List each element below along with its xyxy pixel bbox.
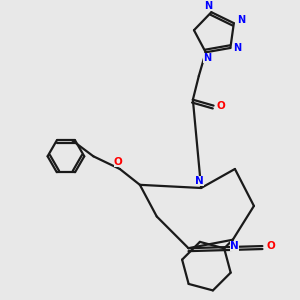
Text: O: O [114,157,123,167]
Text: N: N [230,241,239,251]
Text: O: O [217,100,225,111]
Text: N: N [203,53,211,63]
Text: O: O [266,241,275,251]
Text: N: N [233,43,241,53]
Text: N: N [195,176,204,187]
Text: N: N [204,1,212,11]
Text: N: N [237,15,245,25]
